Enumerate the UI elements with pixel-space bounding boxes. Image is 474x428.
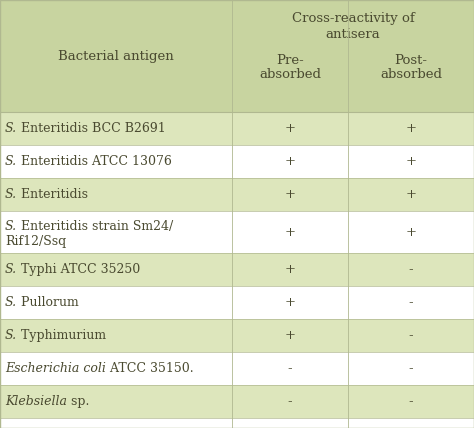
Text: Enteritidis: Enteritidis: [17, 188, 88, 201]
Text: -: -: [409, 263, 413, 276]
Text: Escherichia coli: Escherichia coli: [5, 362, 106, 375]
Text: Typhimurium: Typhimurium: [17, 329, 106, 342]
Text: Pullorum: Pullorum: [17, 296, 79, 309]
Text: S.: S.: [5, 296, 17, 309]
Text: +: +: [284, 188, 295, 201]
Text: +: +: [284, 296, 295, 309]
Bar: [0, 286, 474, 319]
Text: Enteritidis ATCC 13076: Enteritidis ATCC 13076: [17, 155, 172, 168]
Bar: [0, 253, 474, 286]
Text: Rif12/Ssq: Rif12/Ssq: [5, 235, 66, 248]
Bar: [0, 0, 474, 112]
Text: ATCC 35150.: ATCC 35150.: [106, 362, 193, 375]
Bar: [0, 385, 474, 418]
Text: +: +: [405, 226, 417, 238]
Text: S.: S.: [5, 155, 17, 168]
Text: +: +: [284, 122, 295, 135]
Text: +: +: [405, 122, 417, 135]
Bar: [0, 145, 474, 178]
Text: Klebsiella: Klebsiella: [5, 395, 67, 408]
Text: +: +: [284, 263, 295, 276]
Text: Post-: Post-: [394, 54, 428, 67]
Text: absorbed: absorbed: [380, 68, 442, 81]
Text: S.: S.: [5, 329, 17, 342]
Text: -: -: [288, 395, 292, 408]
Bar: [0, 319, 474, 352]
Text: Enteritidis BCC B2691: Enteritidis BCC B2691: [17, 122, 166, 135]
Text: S.: S.: [5, 188, 17, 201]
Text: -: -: [409, 296, 413, 309]
Text: S.: S.: [5, 122, 17, 135]
Text: +: +: [405, 155, 417, 168]
Text: +: +: [284, 155, 295, 168]
Text: Cross-reactivity of: Cross-reactivity of: [292, 12, 414, 25]
Text: -: -: [409, 362, 413, 375]
Text: -: -: [288, 362, 292, 375]
Text: Typhi ATCC 35250: Typhi ATCC 35250: [17, 263, 140, 276]
Text: +: +: [284, 329, 295, 342]
Text: S.: S.: [5, 220, 17, 233]
Text: -: -: [409, 329, 413, 342]
Text: sp.: sp.: [67, 395, 90, 408]
Text: -: -: [409, 395, 413, 408]
Text: Bacterial antigen: Bacterial antigen: [58, 50, 174, 62]
Text: S.: S.: [5, 263, 17, 276]
Bar: [0, 352, 474, 385]
Text: +: +: [405, 188, 417, 201]
Text: +: +: [284, 226, 295, 238]
Text: Pre-: Pre-: [276, 54, 304, 67]
Text: antisera: antisera: [326, 28, 380, 41]
Bar: [0, 112, 474, 145]
Bar: [0, 211, 474, 253]
Text: Enteritidis strain Sm24/: Enteritidis strain Sm24/: [17, 220, 173, 233]
Text: absorbed: absorbed: [259, 68, 321, 81]
Bar: [0, 178, 474, 211]
